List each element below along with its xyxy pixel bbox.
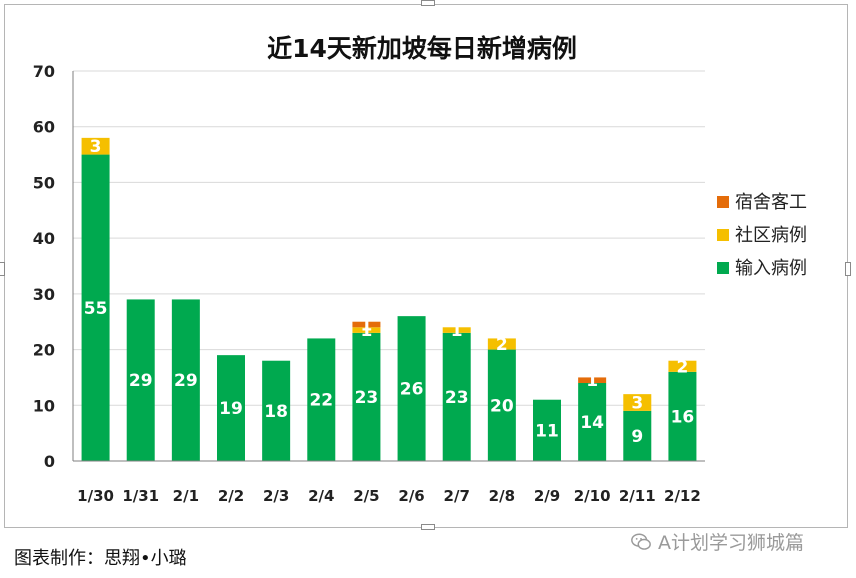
resize-handle-left[interactable] [0,262,5,276]
bar-segment [578,377,607,383]
watermark-text: A计划学习狮城篇 [658,532,804,554]
bar-segment [81,137,110,155]
bar-segment [217,355,245,461]
y-tick-label: 0 [44,452,55,471]
y-tick-label: 70 [33,62,55,81]
legend-label: 输入病例 [735,258,807,279]
x-tick-label: 2/10 [574,487,611,505]
legend-swatch [717,262,729,274]
resize-handle-right[interactable] [845,262,851,276]
bar-segment [126,299,155,461]
bar-segment [171,299,200,461]
x-tick-label: 2/9 [534,487,560,505]
data-label: 11 [535,421,559,441]
x-tick-label: 1/30 [77,487,114,505]
y-tick-label: 10 [33,396,55,415]
bar-segment [623,410,652,461]
x-tick-label: 2/5 [353,487,379,505]
bar-segment [352,332,381,461]
data-label: 19 [219,399,243,419]
watermark: A计划学习狮城篇 [630,528,804,555]
y-tick-label: 20 [33,341,55,360]
y-tick-label: 60 [33,118,55,137]
x-tick-label: 2/2 [218,487,244,505]
data-label: 1 [586,371,598,391]
data-label: 23 [445,388,469,408]
x-tick-label: 1/31 [122,487,159,505]
data-label: 3 [90,137,102,157]
bar-segment [262,360,291,461]
x-tick-label: 2/1 [173,487,199,505]
y-axis: 0 10 20 30 40 50 60 70 [33,62,74,471]
resize-handle-bottom[interactable] [421,524,435,530]
wechat-icon [631,532,651,550]
bar-segment [668,360,697,372]
y-tick-label: 50 [33,173,55,192]
x-tick-label: 2/12 [664,487,701,505]
data-label: 14 [580,413,604,433]
data-label: 29 [174,371,198,391]
y-tick-label: 40 [33,229,55,248]
bar-segment [578,383,607,461]
legend-label: 宿舍客工 [735,192,807,213]
bar-segment [352,327,381,333]
x-tick-label: 2/4 [308,487,334,505]
x-tick-label: 2/11 [619,487,656,505]
x-tick-label: 2/7 [444,487,470,505]
bar-segment [352,321,381,328]
data-label: 18 [264,402,288,422]
x-tick-label: 2/3 [263,487,289,505]
data-label: 20 [490,396,514,416]
data-label: 1 [451,321,463,341]
data-label: 26 [400,380,424,400]
data-label: 22 [309,391,333,411]
bar-segment [397,316,426,461]
data-label: 1 [361,321,373,341]
bar-segment [307,338,336,461]
legend-swatch [717,229,729,241]
bar-segment [623,394,652,411]
bar-segment [487,349,516,461]
chart-credit-caption: 图表制作：思翔•小璐 [14,548,187,569]
resize-handle-top[interactable] [421,0,435,6]
y-tick-label: 30 [33,285,55,304]
bar-segment [81,154,110,462]
x-axis: 1/30 1/31 2/1 2/2 2/3 2/4 2/5 2/6 2/7 2/8 2/9 2/10 2… [73,460,705,505]
chart-title: 近14天新加坡每日新增病例 [267,34,577,63]
bar-segment [442,327,471,333]
bar-segment [533,399,561,461]
data-label: 1 [361,316,373,336]
bar-segment [442,332,471,461]
legend-swatch [717,196,729,208]
bar-segment [487,338,516,350]
data-label: 2 [496,335,508,355]
chart-frame: 近14天新加坡每日新增病例 0 10 20 30 40 50 60 70 55 3 29 29 19 1… [4,4,848,528]
data-label: 29 [129,371,153,391]
data-label: 9 [631,427,643,447]
bar-segment [668,371,697,461]
legend-label: 社区病例 [735,225,807,246]
x-tick-label: 2/6 [398,487,424,505]
data-label: 23 [355,388,379,408]
x-tick-label: 2/8 [489,487,515,505]
data-label: 3 [631,394,643,414]
data-label: 2 [677,357,689,377]
data-label: 16 [671,407,695,427]
data-label: 55 [84,299,108,319]
gridlines [73,70,705,406]
